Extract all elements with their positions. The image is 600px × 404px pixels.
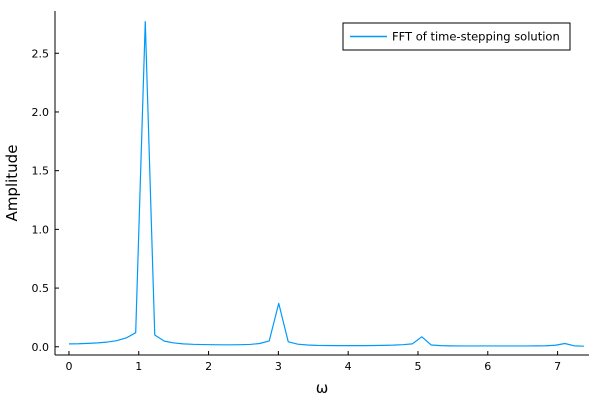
series-layer xyxy=(68,20,584,347)
x-tick-label: 5 xyxy=(414,360,421,373)
y-tick-label: 2.0 xyxy=(32,106,50,119)
x-tick-label: 0 xyxy=(65,360,72,373)
x-tick-label: 4 xyxy=(345,360,352,373)
x-tick-label: 3 xyxy=(275,360,282,373)
x-ticks: 0 1 2 3 4 5 6 7 xyxy=(65,351,561,373)
y-tick-label: 2.5 xyxy=(32,47,50,60)
legend: FFT of time-stepping solution xyxy=(342,22,571,51)
y-tick-label: 1.5 xyxy=(32,165,50,178)
y-tick-label: 0.0 xyxy=(32,341,50,354)
series-line-0 xyxy=(68,20,584,347)
x-tick-label: 6 xyxy=(484,360,491,373)
y-ticks: 0.0 0.5 1.0 1.5 2.0 2.5 xyxy=(32,47,59,354)
y-axis-title: Amplitude xyxy=(3,145,21,222)
y-tick-label: 0.5 xyxy=(32,282,50,295)
x-tick-label: 2 xyxy=(205,360,212,373)
axes xyxy=(54,11,589,356)
x-tick-label: 1 xyxy=(135,360,142,373)
x-axis-title: ω xyxy=(316,379,329,397)
legend-label: FFT of time-stepping solution xyxy=(392,30,560,44)
y-tick-label: 1.0 xyxy=(32,223,50,236)
x-tick-label: 7 xyxy=(554,360,561,373)
